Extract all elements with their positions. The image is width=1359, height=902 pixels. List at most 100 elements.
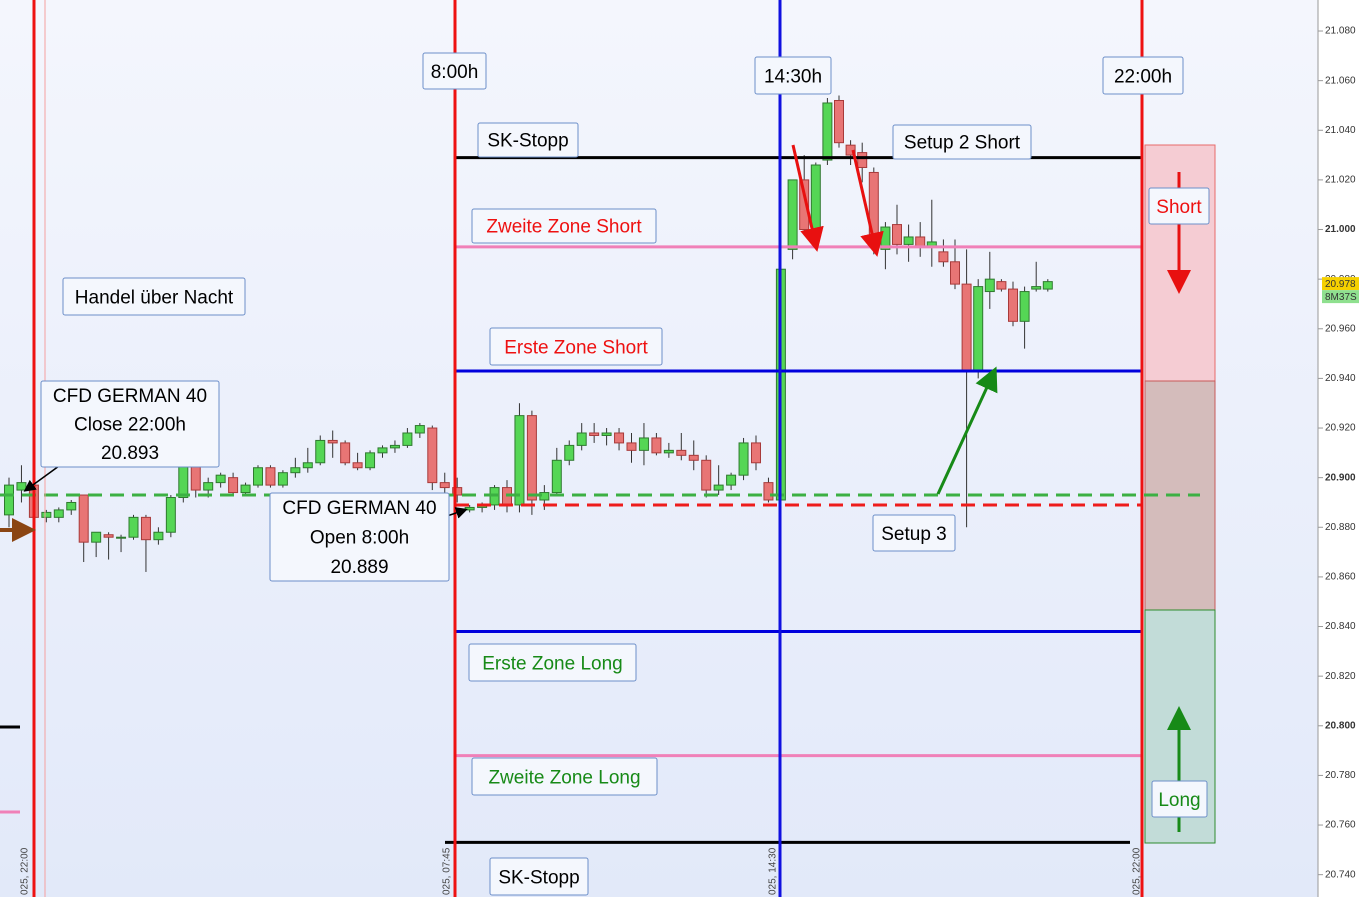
y-tick-label: 20.920 (1325, 423, 1356, 434)
candle-body (302, 462, 313, 469)
arrow (851, 149, 884, 257)
candle-body (751, 442, 761, 464)
x-label: 025, 22:00 (20, 847, 31, 895)
price-axis (1318, 0, 1359, 897)
y-tick-label: 21.000 (1325, 224, 1356, 235)
candle-body (614, 432, 625, 444)
level-label-box (471, 757, 658, 796)
candle-body (1031, 286, 1042, 290)
candle-body (153, 531, 164, 541)
y-tick-label: 20.960 (1325, 323, 1356, 334)
candle-body (265, 467, 276, 486)
annotations: SK-Stopp Zweite Zone Short Erste Zone Shor… (20, 52, 1210, 896)
candle-body (315, 439, 326, 464)
level-label: Erste Zone Long (482, 653, 622, 674)
candle-body (713, 484, 724, 491)
close-label: Close 22:00h (74, 414, 186, 435)
candle-body (738, 442, 749, 476)
y-tick-label: 21.080 (1325, 26, 1356, 37)
y-tick-label: 20.740 (1325, 869, 1356, 880)
candle-body (165, 497, 176, 533)
time-label: 14:30h (764, 66, 822, 87)
candle-body (1042, 281, 1053, 290)
y-tick-label: 20.880 (1325, 522, 1356, 533)
level-label-box (489, 327, 663, 366)
countdown: 8M37S (1325, 292, 1357, 303)
candle-body (140, 516, 151, 541)
candle-body (178, 464, 189, 499)
note-box (1151, 780, 1208, 818)
candle-body (564, 444, 575, 461)
x-label: 025, 07:45 (442, 847, 453, 895)
candle-body (892, 224, 902, 245)
y-tick-label: 21.040 (1325, 125, 1356, 136)
open-label-box (269, 492, 450, 582)
levels (0, 156, 1200, 844)
candle-body (601, 432, 612, 436)
candle-body (377, 447, 388, 454)
note: Setup 2 Short (904, 133, 1021, 154)
candle-body (16, 482, 27, 491)
candle-body (402, 432, 413, 446)
countdown-box (1322, 290, 1359, 304)
candle-body (626, 442, 637, 451)
candle-body (663, 449, 674, 454)
candle-body (228, 477, 239, 494)
note: Handel über Nacht (75, 287, 234, 308)
candle-body (4, 484, 14, 516)
level-label-box (489, 857, 589, 896)
open-label: 20.889 (330, 557, 388, 578)
candle-body (961, 283, 972, 372)
candle-body (439, 482, 450, 489)
candle-body (41, 511, 52, 518)
level-label: SK-Stopp (498, 867, 579, 888)
candle-body (551, 459, 562, 494)
candle-body (726, 474, 737, 486)
level-label-box (471, 208, 657, 244)
close-label: CFD GERMAN 40 (53, 386, 207, 407)
time-label-box (422, 52, 487, 90)
level-label: Zweite Zone Long (488, 767, 640, 788)
candle-body (327, 439, 338, 444)
level-label: Zweite Zone Short (486, 217, 642, 238)
candle-body (950, 261, 960, 285)
candle-body (464, 506, 475, 511)
candle-body (822, 102, 833, 161)
note: Setup 3 (881, 524, 947, 545)
y-tick-label: 20.840 (1325, 621, 1356, 632)
candle-body (996, 281, 1007, 290)
note-box (892, 124, 1032, 160)
candle-body (66, 501, 77, 511)
candle-body (116, 536, 127, 539)
note: Long (1158, 790, 1200, 811)
close-label: 20.893 (101, 443, 159, 464)
candle-body (763, 482, 774, 501)
x-label: 025, 22:00 (1132, 847, 1143, 895)
candle-body (651, 437, 662, 454)
candle-body (203, 482, 214, 491)
close-label-box (40, 380, 220, 468)
note-box (872, 514, 956, 552)
arrow (936, 366, 998, 495)
candle-body (857, 152, 868, 168)
time-label: 8:00h (431, 62, 479, 83)
candle-body (340, 442, 351, 464)
candle-body (78, 494, 89, 543)
y-tick-label: 20.860 (1325, 572, 1356, 583)
y-tick-label: 20.940 (1325, 373, 1356, 384)
candle-body (277, 472, 288, 486)
candle-body (103, 534, 114, 538)
note: Short (1156, 197, 1202, 218)
candle-body (973, 286, 984, 372)
open-label: CFD GERMAN 40 (282, 498, 436, 519)
candle-body (514, 415, 525, 506)
arrow (791, 144, 824, 252)
candle-body (1019, 291, 1030, 322)
y-tick-label: 20.780 (1325, 770, 1356, 781)
level-label-box (477, 122, 579, 158)
candle-body (414, 425, 425, 434)
candle-body (576, 432, 587, 446)
last-price-box (1322, 277, 1359, 291)
candle-body (53, 509, 64, 518)
